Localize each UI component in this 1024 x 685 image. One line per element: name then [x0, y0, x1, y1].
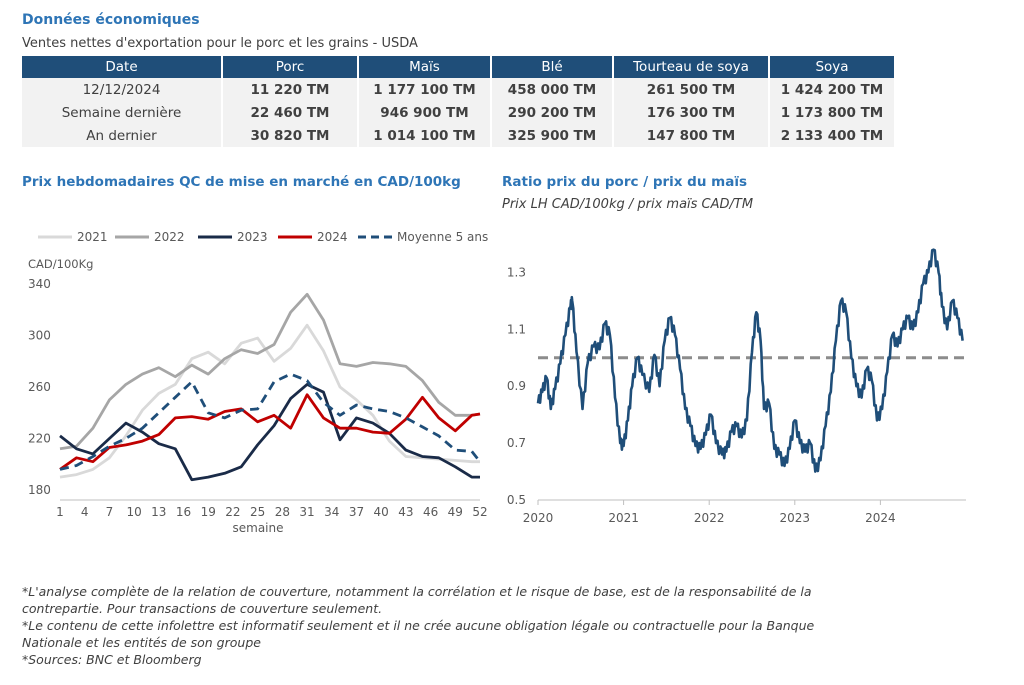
table-cell: 261 500 TM	[613, 78, 770, 101]
x-tick-label: 46	[423, 505, 438, 519]
page-subtitle: Ventes nettes d'exportation pour le porc…	[22, 36, 418, 51]
x-tick-label: 34	[324, 505, 339, 519]
y-tick-label: 340	[28, 277, 51, 291]
column-header: Porc	[222, 56, 359, 78]
x-tick-label: 2024	[865, 511, 896, 525]
x-tick-label: 2022	[694, 511, 725, 525]
column-header: Maïs	[358, 56, 492, 78]
column-header: Blé	[491, 56, 614, 78]
footnote: *Le contenu de cette infolettre est info…	[22, 618, 815, 650]
table-cell: 2 133 400 TM	[769, 124, 894, 147]
footnotes: *L'analyse complète de la relation de co…	[22, 583, 852, 668]
column-header: Date	[22, 56, 223, 78]
table-row: Semaine dernière 22 460 TM 946 900 TM 29…	[22, 101, 894, 124]
table-cell: Semaine dernière	[22, 101, 223, 124]
x-tick-label: 52	[472, 505, 487, 519]
x-tick-label: 13	[151, 505, 166, 519]
column-header: Soya	[769, 56, 894, 78]
y-axis-label: CAD/100Kg	[28, 257, 93, 271]
export-sales-table: Date Porc Maïs Blé Tourteau de soya Soya…	[22, 56, 894, 147]
left-chart-title: Prix hebdomadaires QC de mise en marché …	[22, 174, 461, 190]
right-chart-subtitle: Prix LH CAD/100kg / prix maïs CAD/TM	[502, 197, 754, 212]
table-cell: 458 000 TM	[491, 78, 614, 101]
x-tick-label: 2023	[780, 511, 811, 525]
table-cell: 22 460 TM	[222, 101, 359, 124]
x-tick-label: 40	[374, 505, 389, 519]
x-tick-label: 43	[398, 505, 413, 519]
table-row: 12/12/2024 11 220 TM 1 177 100 TM 458 00…	[22, 78, 894, 101]
y-tick-label: 1.1	[507, 322, 526, 336]
x-tick-label: 7	[106, 505, 114, 519]
legend-label: Moyenne 5 ans	[397, 230, 488, 244]
table-header-row: Date Porc Maïs Blé Tourteau de soya Soya	[22, 56, 894, 78]
table-cell: An dernier	[22, 124, 223, 147]
footnote: *Sources: BNC et Bloomberg	[22, 652, 202, 667]
table-cell: 1 177 100 TM	[358, 78, 492, 101]
x-axis-label: semaine	[233, 521, 284, 535]
x-tick-label: 2021	[608, 511, 639, 525]
ratio-series-line	[536, 248, 964, 473]
page-title: Données économiques	[22, 12, 200, 28]
table-cell: 290 200 TM	[491, 101, 614, 124]
y-tick-label: 180	[28, 483, 51, 497]
table-cell: 11 220 TM	[222, 78, 359, 101]
series-line-2024	[59, 393, 481, 471]
y-tick-label: 0.7	[507, 436, 526, 450]
y-tick-label: 300	[28, 329, 51, 343]
x-tick-label: 1	[56, 505, 64, 519]
x-tick-label: 49	[448, 505, 463, 519]
footnote: *L'analyse complète de la relation de co…	[22, 584, 812, 616]
y-tick-label: 220	[28, 432, 51, 446]
table-cell: 1 173 800 TM	[769, 101, 894, 124]
table-cell: 30 820 TM	[222, 124, 359, 147]
x-tick-label: 4	[81, 505, 89, 519]
x-tick-label: 16	[176, 505, 191, 519]
legend-label: 2024	[317, 230, 348, 244]
x-tick-label: 19	[201, 505, 216, 519]
table-cell: 946 900 TM	[358, 101, 492, 124]
x-tick-label: 2020	[523, 511, 554, 525]
table-cell: 325 900 TM	[491, 124, 614, 147]
series-line-moyenne-5-ans	[59, 372, 482, 471]
x-tick-label: 25	[250, 505, 265, 519]
series-line-2023	[59, 382, 480, 482]
y-tick-label: 260	[28, 380, 51, 394]
y-tick-label: 1.3	[507, 265, 526, 279]
y-tick-label: 0.9	[507, 379, 526, 393]
table-row: An dernier 30 820 TM 1 014 100 TM 325 90…	[22, 124, 894, 147]
table-cell: 176 300 TM	[613, 101, 770, 124]
right-chart-title: Ratio prix du porc / prix du maïs	[502, 174, 747, 190]
table-cell: 1 424 200 TM	[769, 78, 894, 101]
legend-label: 2021	[77, 230, 108, 244]
series-line-2022	[59, 292, 481, 451]
legend-label: 2022	[154, 230, 185, 244]
y-tick-label: 0.5	[507, 493, 526, 507]
x-tick-label: 37	[349, 505, 364, 519]
x-tick-label: 28	[275, 505, 290, 519]
legend-label: 2023	[237, 230, 268, 244]
column-header: Tourteau de soya	[613, 56, 770, 78]
table-cell: 147 800 TM	[613, 124, 770, 147]
x-tick-label: 22	[225, 505, 240, 519]
table-cell: 1 014 100 TM	[358, 124, 492, 147]
x-tick-label: 31	[299, 505, 314, 519]
x-tick-label: 10	[126, 505, 141, 519]
weekly-price-chart: 2021 2022 2023 2024 Moyenne 5 ans CAD/100Kg 18…	[28, 230, 488, 535]
table-cell: 12/12/2024	[22, 78, 223, 101]
ratio-chart: 0.5 0.7 0.9 1.1 1.3 2020 2021 2022 2023 2024	[507, 248, 966, 525]
